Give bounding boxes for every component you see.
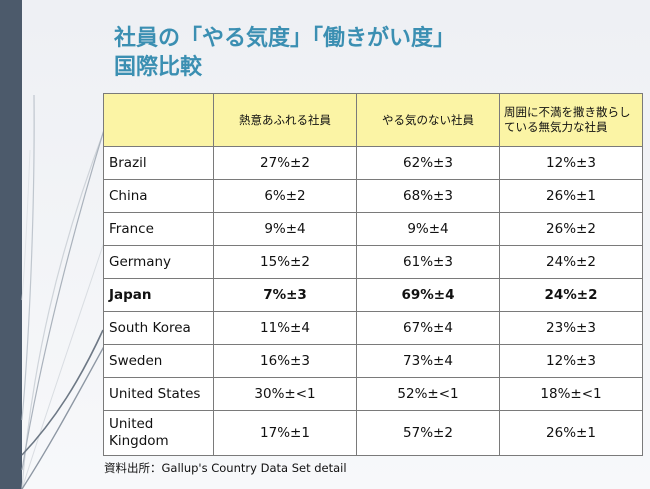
not-engaged-cell: 9%±4: [356, 212, 500, 246]
table-row: France 9%±4 9%±4 26%±2: [103, 212, 643, 246]
not-engaged-cell: 69%±4: [356, 278, 500, 312]
table-row-highlighted: Japan 7%±3 69%±4 24%±2: [103, 278, 643, 312]
table-row: China 6%±2 68%±3 26%±1: [103, 179, 643, 213]
engaged-cell: 30%±<1: [213, 377, 357, 411]
disengaged-cell: 26%±1: [499, 410, 643, 456]
not-engaged-cell: 57%±2: [356, 410, 500, 456]
disengaged-cell: 12%±3: [499, 344, 643, 378]
header-not-engaged: やる気のない社員: [356, 93, 500, 147]
table-row: Sweden 16%±3 73%±4 12%±3: [103, 344, 643, 378]
disengaged-cell: 18%±<1: [499, 377, 643, 411]
engaged-cell: 15%±2: [213, 245, 357, 279]
table-row: United States 30%±<1 52%±<1 18%±<1: [103, 377, 643, 411]
header-engaged: 熱意あふれる社員: [213, 93, 357, 147]
table-row: South Korea 11%±4 67%±4 23%±3: [103, 311, 643, 345]
country-cell: Sweden: [103, 344, 214, 378]
not-engaged-cell: 61%±3: [356, 245, 500, 279]
disengaged-cell: 24%±2: [499, 278, 643, 312]
slide-side-band: [0, 0, 22, 489]
not-engaged-cell: 73%±4: [356, 344, 500, 378]
disengaged-cell: 23%±3: [499, 311, 643, 345]
engaged-cell: 6%±2: [213, 179, 357, 213]
country-cell: United States: [103, 377, 214, 411]
disengaged-cell: 26%±2: [499, 212, 643, 246]
slide-title-line-2: 国際比較: [114, 55, 203, 80]
engaged-cell: 27%±2: [213, 146, 357, 180]
engaged-cell: 11%±4: [213, 311, 357, 345]
country-cell: Germany: [103, 245, 214, 279]
country-cell: Brazil: [103, 146, 214, 180]
disengaged-cell: 24%±2: [499, 245, 643, 279]
table-row: United Kingdom 17%±1 57%±2 26%±1: [103, 410, 643, 456]
header-country: [103, 93, 214, 147]
country-cell: United Kingdom: [103, 410, 214, 456]
country-cell: China: [103, 179, 214, 213]
disengaged-cell: 12%±3: [499, 146, 643, 180]
table-row: Brazil 27%±2 62%±3 12%±3: [103, 146, 643, 180]
not-engaged-cell: 67%±4: [356, 311, 500, 345]
engaged-cell: 17%±1: [213, 410, 357, 456]
slide-title: 社員の「やる気度」「働きがい度」 国際比較: [114, 24, 455, 82]
table-header-row: 熱意あふれる社員 やる気のない社員 周囲に不満を撒き散らしている無気力な社員: [103, 93, 643, 147]
table-row: Germany 15%±2 61%±3 24%±2: [103, 245, 643, 279]
country-cell: France: [103, 212, 214, 246]
not-engaged-cell: 68%±3: [356, 179, 500, 213]
not-engaged-cell: 52%±<1: [356, 377, 500, 411]
source-note: 資料出所：Gallup's Country Data Set detail: [104, 461, 347, 475]
header-actively-disengaged: 周囲に不満を撒き散らしている無気力な社員: [499, 93, 643, 147]
disengaged-cell: 26%±1: [499, 179, 643, 213]
not-engaged-cell: 62%±3: [356, 146, 500, 180]
engaged-cell: 9%±4: [213, 212, 357, 246]
country-cell: Japan: [103, 278, 214, 312]
engagement-comparison-table: 熱意あふれる社員 やる気のない社員 周囲に不満を撒き散らしている無気力な社員 B…: [103, 93, 643, 456]
engaged-cell: 7%±3: [213, 278, 357, 312]
slide-title-line-1: 社員の「やる気度」「働きがい度」: [114, 26, 456, 51]
country-cell: South Korea: [103, 311, 214, 345]
engaged-cell: 16%±3: [213, 344, 357, 378]
